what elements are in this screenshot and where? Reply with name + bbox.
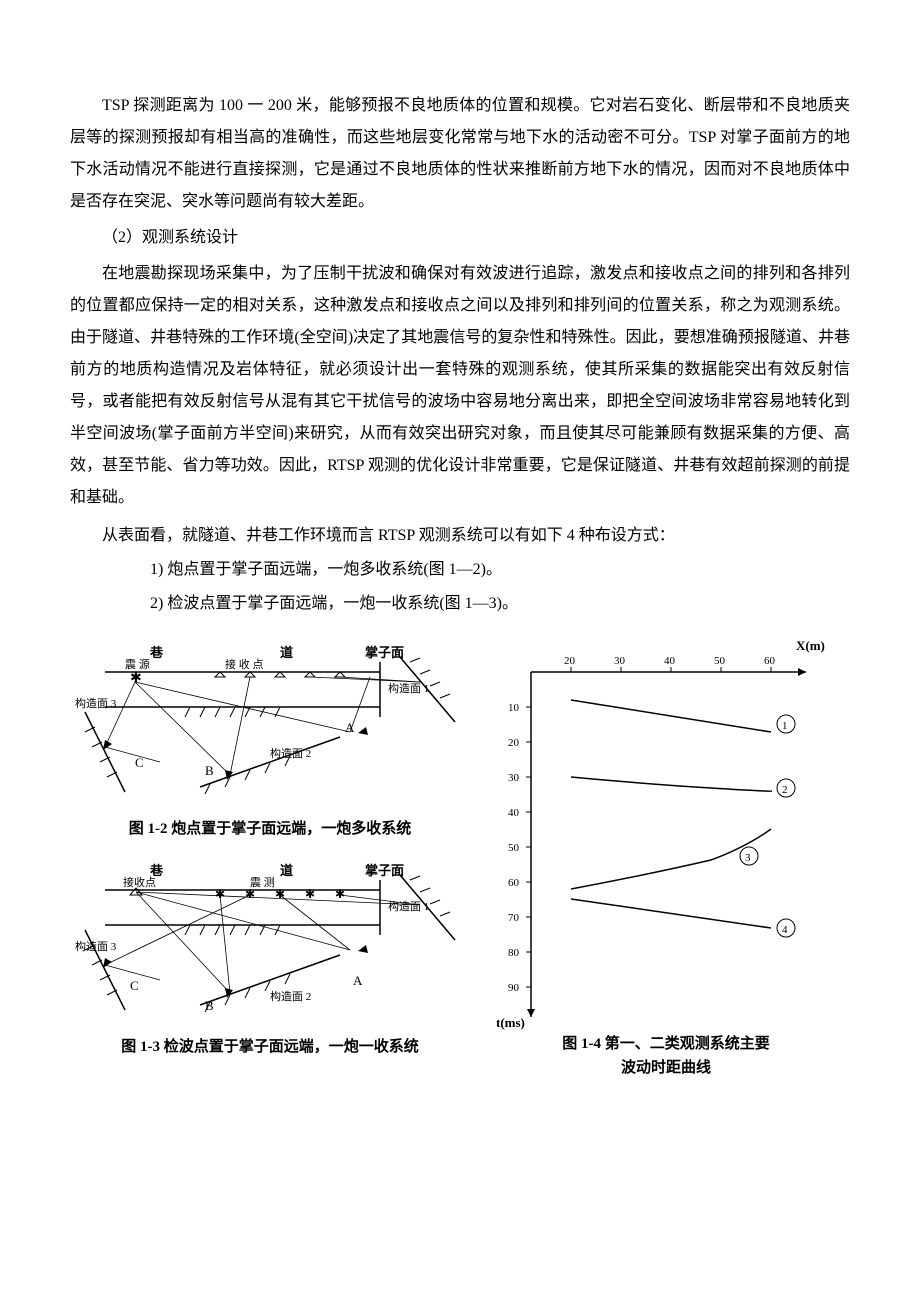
fig13-receive-pt: 接收点 [123,875,156,889]
fig14-caption-line2: 波动时距曲线 [621,1060,711,1076]
ytick-20: 20 [508,737,520,749]
section-title: （2）观测系统设计 [70,222,850,254]
x-axis-label: X(m) [796,638,825,653]
fig12-receive: 接 收 点 [225,657,264,671]
fig12-struct1: 构造面 1 [388,681,429,695]
ytick-30: 30 [508,772,520,784]
fig13-source-survey: 震 测 [250,876,275,889]
fig13-roadway-right: 道 [280,863,293,878]
list-item-1: 1) 炮点置于掌子面远端，一炮多收系统(图 1—2)。 [70,554,850,586]
fig13-struct3: 构造面 3 [75,939,117,953]
paragraph-2: 在地震勘探现场采集中，为了压制干扰波和确保对有效波进行追踪，激发点和接收点之间的… [70,258,850,514]
paragraph-1: TSP 探测距离为 100 一 200 米，能够预报不良地质体的位置和规模。它对… [70,90,850,218]
fig12-C: C [135,755,144,770]
source-star-icon: ✱ [305,887,315,901]
source-star-icon: ✱ [335,887,345,901]
fig13-C: C [130,978,139,993]
fig12-B: B [205,763,214,778]
curve-marker-4: 4 [782,924,788,936]
fig12-struct2: 构造面 2 [270,746,311,760]
ytick-10: 10 [508,702,520,714]
fig14-caption-line1: 图 1-4 第一、二类观测系统主要 [562,1036,770,1052]
curve-marker-2: 2 [782,784,788,796]
fig13-face: 掌子面 [365,863,404,878]
xtick-30: 30 [614,655,626,667]
figure-1-2-svg: ✱ [70,632,470,812]
figure-1-4-caption: 图 1-4 第一、二类观测系统主要 波动时距曲线 [476,1032,856,1080]
fig12-roadway-right: 道 [280,645,293,660]
ytick-50: 50 [508,842,520,854]
xtick-40: 40 [664,655,676,667]
ytick-40: 40 [508,807,520,819]
figure-1-4: 20 30 40 50 60 10 20 30 40 50 60 70 [476,632,856,1080]
figure-1-4-svg: 20 30 40 50 60 10 20 30 40 50 60 70 [476,632,856,1032]
y-axis-label: t(ms) [496,1015,525,1030]
curve-marker-1: 1 [782,720,788,732]
left-figures-column: ✱ [70,632,470,1080]
xtick-60: 60 [764,655,776,667]
figure-1-3: ✱ ✱ ✱ ✱ ✱ [70,850,470,1062]
fig12-A: A [345,720,355,735]
ytick-80: 80 [508,947,520,959]
curve-marker-3: 3 [745,852,751,864]
intro-line: 从表面看，就隧道、井巷工作环境而言 RTSP 观测系统可以有如下 4 种布设方式… [70,520,850,552]
fig13-A: A [353,973,363,988]
source-star-icon: ✱ [245,887,255,901]
fig13-struct1: 构造面 1 [388,899,429,913]
ytick-70: 70 [508,912,520,924]
fig12-roadway-left: 巷 [149,645,164,660]
fig13-roadway-left: 巷 [149,863,164,878]
ytick-60: 60 [508,877,520,889]
fig12-struct3: 构造面 3 [75,696,117,710]
figures-container: ✱ [70,632,850,1080]
figure-1-3-caption: 图 1-3 检波点置于掌子面远端，一炮一收系统 [70,1032,470,1062]
fig13-struct2: 构造面 2 [270,989,311,1003]
fig12-face: 掌子面 [365,645,404,660]
figure-1-2-caption: 图 1-2 炮点置于掌子面远端，一炮多收系统 [70,814,470,844]
fig13-B: B [205,998,214,1013]
figure-1-2: ✱ [70,632,470,844]
xtick-50: 50 [714,655,726,667]
fig12-source: 震 源 [125,657,150,671]
ytick-90: 90 [508,982,520,994]
source-star-icon: ✱ [130,671,142,686]
list-item-2: 2) 检波点置于掌子面远端，一炮一收系统(图 1—3)。 [70,588,850,620]
figure-1-3-svg: ✱ ✱ ✱ ✱ ✱ [70,850,470,1030]
xtick-20: 20 [564,655,576,667]
